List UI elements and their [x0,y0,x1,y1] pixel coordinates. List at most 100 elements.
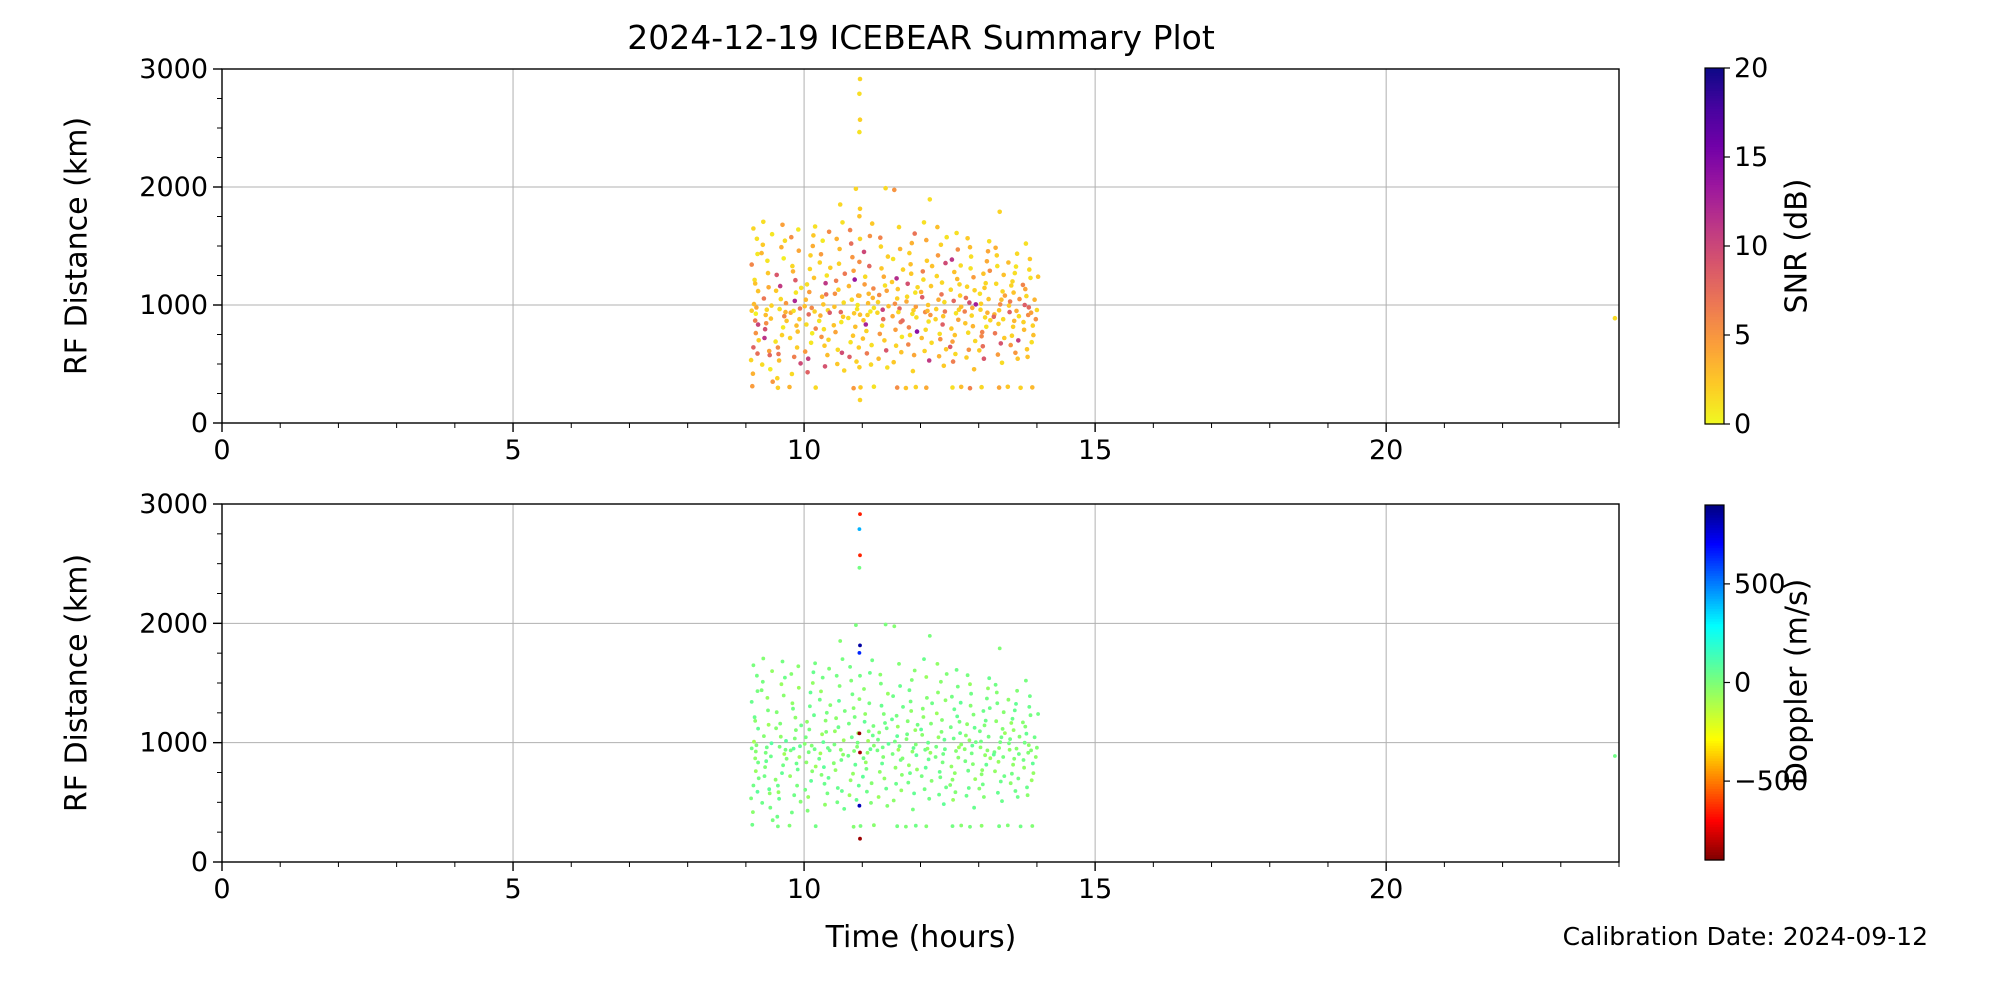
scatter-point [895,824,900,829]
scatter-point [826,229,832,235]
scatter-point [821,740,826,744]
scatter-point [769,741,774,746]
scatter-point [876,737,880,742]
scatter-point [752,277,757,283]
scatter-point [955,714,960,719]
colorbar-tick-label: −500 [1734,766,1808,797]
scatter-point [803,787,808,792]
scatter-point [919,335,924,341]
scatter-point [765,258,770,264]
scatter-point [787,335,793,341]
scatter-point [973,740,978,744]
scatter-point [911,746,916,750]
scatter-point [967,244,973,250]
scatter-point [878,244,884,249]
scatter-point [890,313,895,319]
scatter-point [1008,342,1013,348]
scatter-point [952,771,957,775]
scatter-point [1011,762,1015,767]
scatter-point [819,334,824,340]
gridlines [222,504,1619,862]
scatter-point [910,311,915,317]
scatter-point [802,349,808,354]
scatter-point [987,676,992,681]
scatter-point [1028,694,1032,698]
scatter-point [886,691,890,696]
scatter-point [875,299,881,305]
scatter-point [848,665,852,669]
scatter-point [939,292,944,297]
scatter-point [795,783,799,788]
scatter-point [942,737,947,742]
scatter-point [1025,785,1029,790]
scatter-point [832,742,837,747]
scatter-point [780,659,785,664]
scatter-point [795,767,800,772]
scatter-point [1010,279,1015,284]
scatter-point [938,336,943,342]
scatter-point [870,658,875,663]
scatter-point [817,697,822,702]
scatter-point [967,738,972,743]
scatter-point [966,347,972,353]
scatter-point [763,321,769,326]
scatter-point [886,303,891,309]
scatter-point [896,224,902,230]
colorbar-tick-label: 5 [1734,320,1751,351]
scatter-point [851,706,856,710]
scatter-point [999,735,1004,740]
scatter-point [1000,316,1006,322]
scatter-point [777,283,783,289]
scatter-point [979,823,984,828]
scatter-point [993,281,999,287]
scatter-point [820,732,824,737]
scatter-point [982,315,988,320]
scatter-point [983,753,987,758]
scatter-point [891,694,895,698]
scatter-point [1034,307,1040,313]
scatter-point [985,748,990,753]
scatter-point [788,748,793,753]
scatter-point [774,272,779,278]
scatter-point [780,325,786,330]
scatter-point [938,242,944,248]
scatter-point [1021,720,1025,725]
scatter-point [948,287,954,293]
scatter-point [822,781,827,786]
scatter-point [851,771,855,776]
scatter-point [751,810,755,814]
scatter-point [776,358,782,363]
scatter-point [875,310,880,316]
scatter-point [848,339,853,345]
scatter-point [1001,755,1006,759]
y-tick-label: 0 [191,847,208,878]
scatter-point [979,329,985,335]
scatter-point [937,792,941,797]
scatter-point [972,805,976,810]
scatter-point [876,795,881,799]
scatter-point [959,823,964,828]
scatter-point [770,669,774,673]
scatter-point [858,553,862,558]
scatter-point [1013,789,1018,793]
scatter-point [867,233,873,239]
x-tick-label: 15 [1078,874,1112,905]
scatter-point [1017,752,1021,756]
scatter-point [933,306,939,312]
scatter-point [764,759,769,764]
scatter-point [868,747,873,752]
scatter-point [805,370,810,375]
scatter-point [833,768,838,772]
scatter-point [996,308,1002,313]
scatter-point [915,767,919,772]
scatter-point [872,823,876,828]
scatter-point [856,345,862,350]
scatter-point [951,798,955,802]
scatter-point [860,336,866,341]
scatter-point [857,129,862,135]
scatter-point [922,657,926,661]
scatter-point [756,776,761,781]
scatter-point [812,713,816,718]
scatter-point [751,663,756,668]
scatter-point [944,672,949,676]
